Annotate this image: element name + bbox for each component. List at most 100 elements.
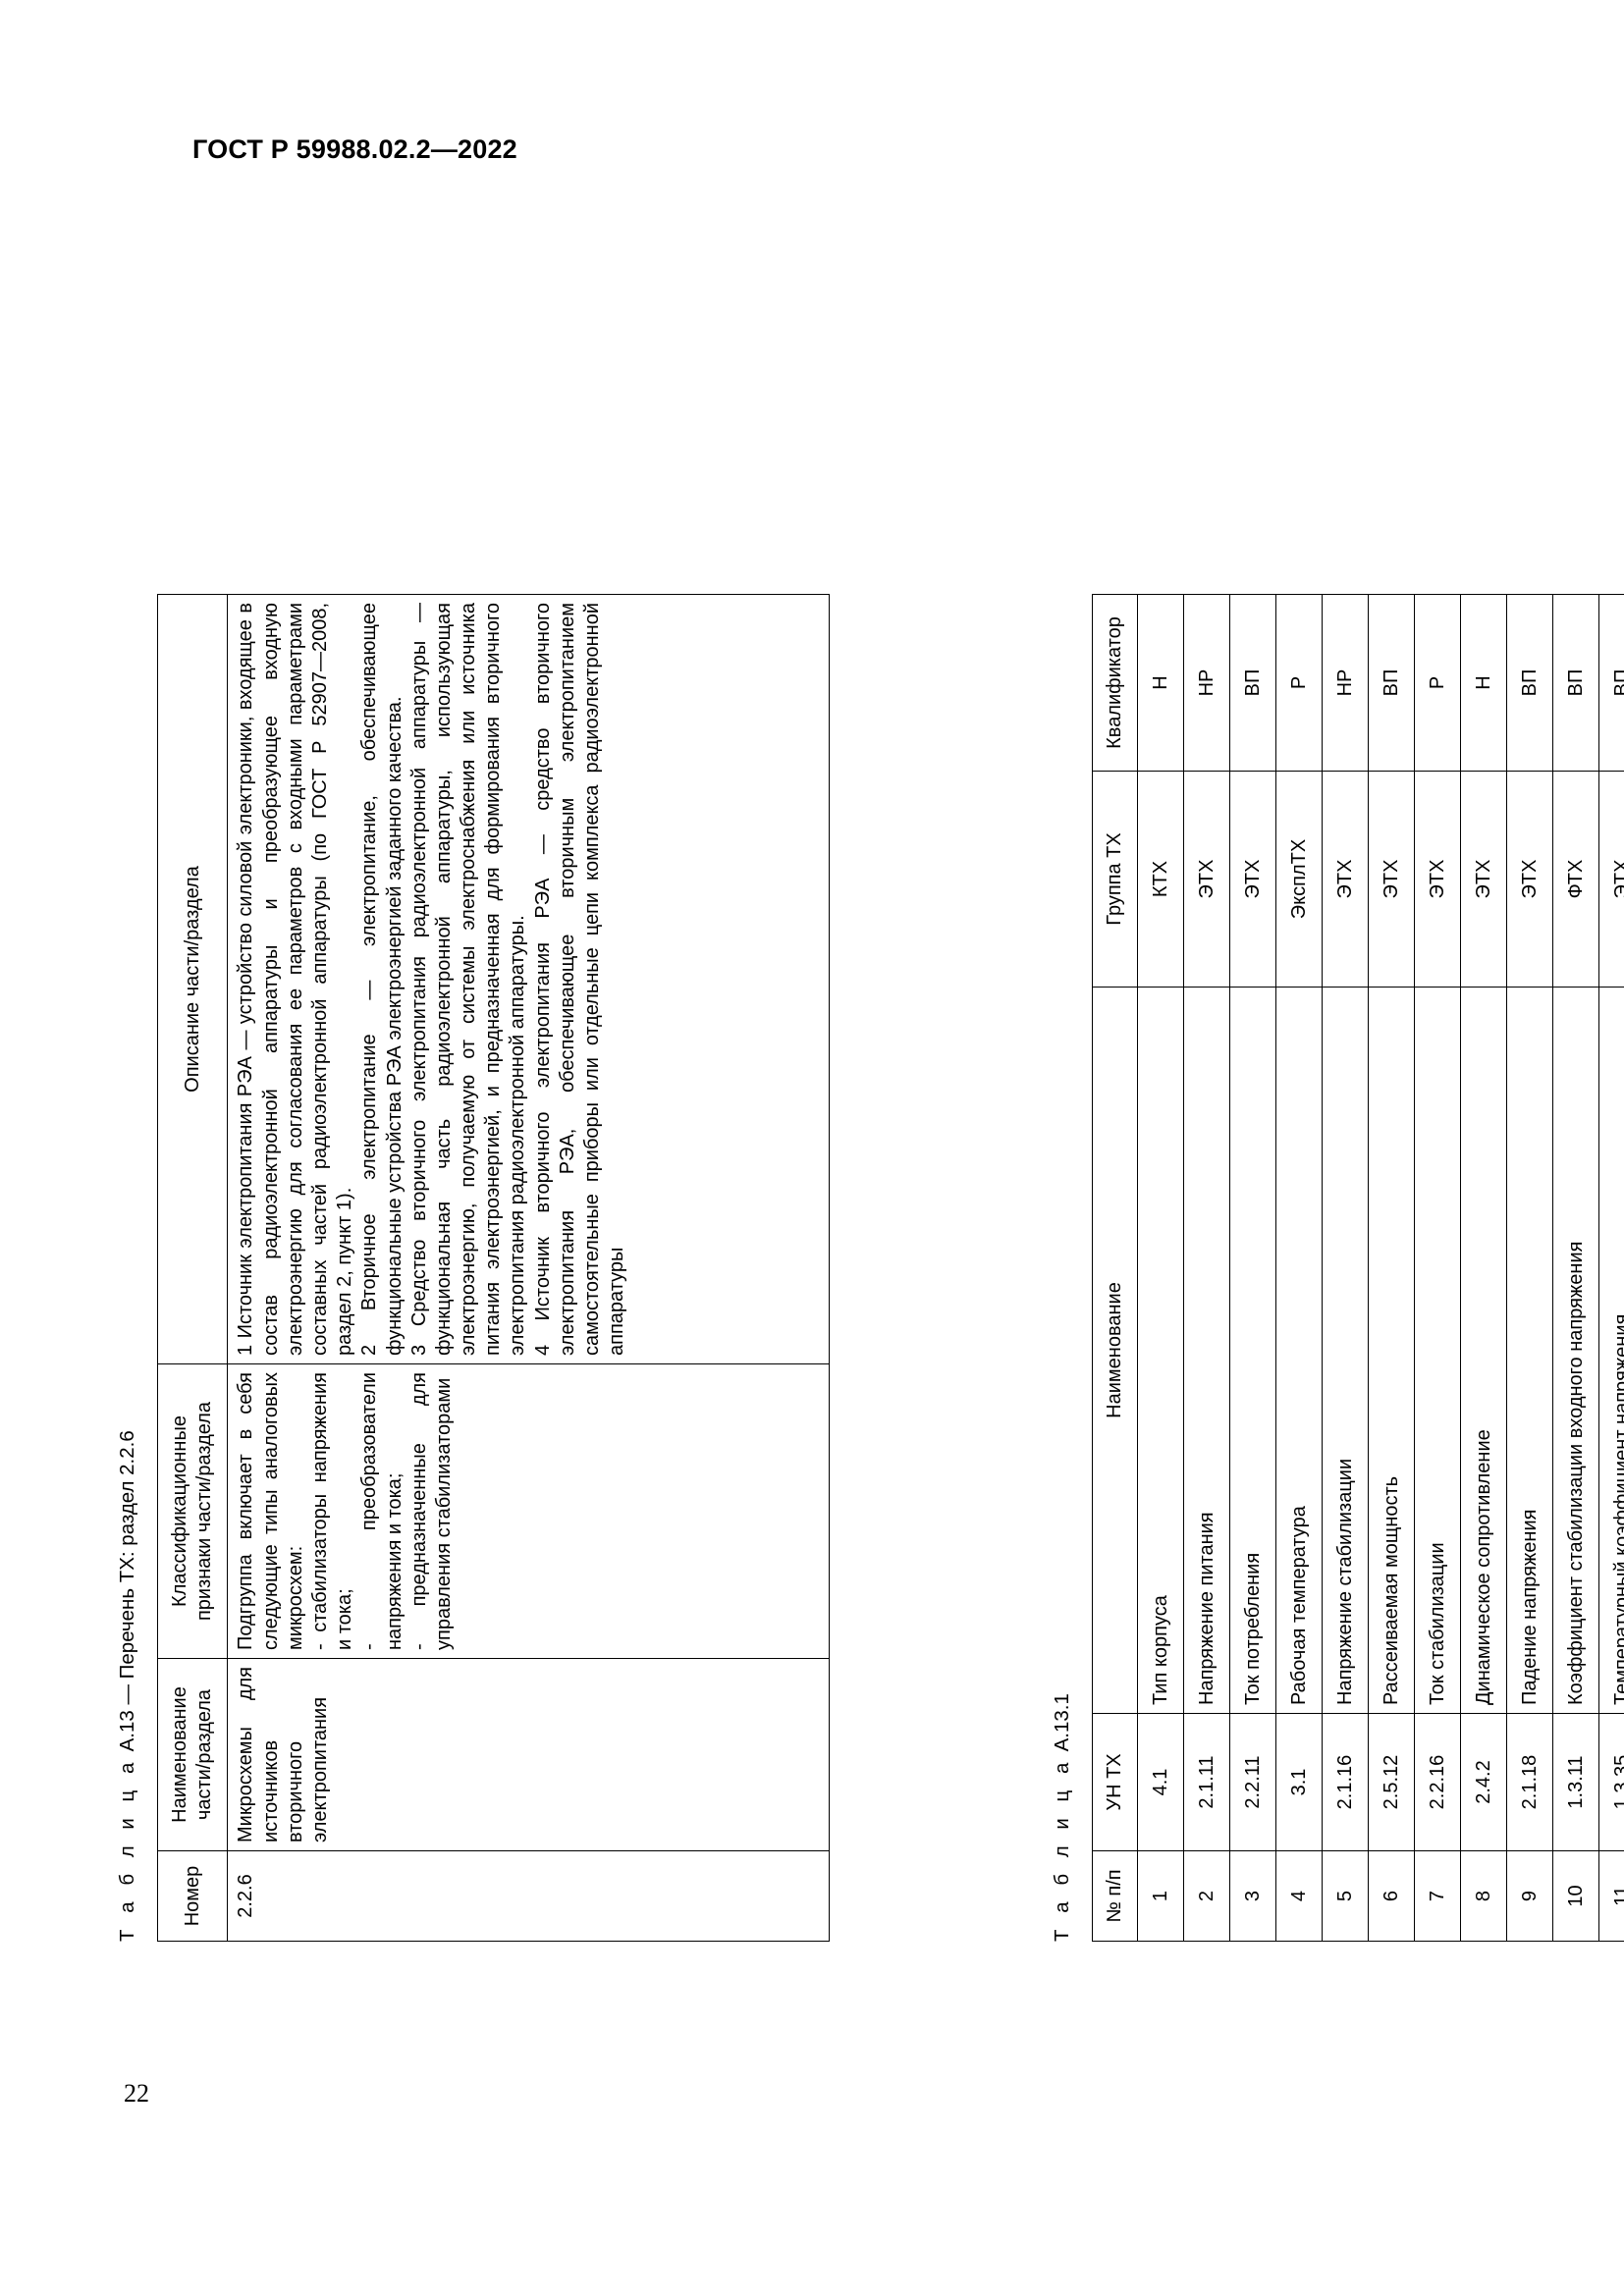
table-a131-cell-nm: Рабочая температура (1275, 987, 1323, 1714)
table-a131-cell-qual: ВП (1368, 594, 1415, 772)
table-a131: № п/п УН ТХ Наименование Группа ТХ Квалифика… (1092, 594, 1624, 1942)
table-a131-cell-idx: 2 (1183, 1850, 1230, 1942)
table-a131-wrapper: № п/п УН ТХ Наименование Группа ТХ Квалифика… (1092, 594, 1624, 1942)
table-a131-cell-qual: ВП (1229, 594, 1276, 772)
table-a131-cell-idx: 4 (1275, 1850, 1323, 1942)
table-a131-cell-nm: Рассеиваемая мощность (1368, 987, 1415, 1714)
table-row: 11 1.3.35 Температурный коэффициент напряж… (1598, 594, 1624, 1942)
table-a131-cell-idx: 1 (1137, 1850, 1184, 1942)
table-a131-cell-idx: 10 (1552, 1850, 1599, 1942)
table-row: 1 4.1 Тип корпуса КТХ Н (1137, 594, 1184, 1942)
table-a131-cell-grp: ЭТХ (1460, 771, 1507, 988)
running-head: ГОСТ Р 59988.02.2—2022 (192, 134, 517, 164)
table-a131-cell-un: 2.1.18 (1506, 1713, 1553, 1851)
table-a131-cell-nm: Коэффициент стабилизации входного напряж… (1552, 987, 1599, 1714)
table-a131-cell-qual: НР (1183, 594, 1230, 772)
table-a131-cell-idx: 3 (1229, 1850, 1276, 1942)
page-number: 22 (124, 2079, 149, 2108)
table-a131-cell-nm: Динамическое сопротивление (1460, 987, 1507, 1714)
table-a131-caption: Т а б л и ц а А.13.1 (1051, 1693, 1074, 1942)
table-row: 6 2.5.12 Рассеиваемая мощность ЭТХ ВП (1368, 594, 1415, 1942)
table-a131-cell-un: 2.2.11 (1229, 1713, 1276, 1851)
table-a131-cell-grp: ЭТХ (1368, 771, 1415, 988)
table-a13-cell-name: Микросхемы для источников вторичного эле… (227, 1658, 830, 1851)
table-a131-cell-idx: 5 (1322, 1850, 1369, 1942)
table-a131-cell-un: 4.1 (1137, 1713, 1184, 1851)
table-a131-cell-grp: ЭТХ (1183, 771, 1230, 988)
table-a13-caption-prefix: Т а б л и ц а (116, 1757, 138, 1942)
table-a13-description-paragraphs: 1 Источник электропитания РЭА — устройст… (234, 603, 629, 1356)
table-a131-cell-nm: Падение напряжения (1506, 987, 1553, 1714)
table-a131-cell-grp: ЭТХ (1414, 771, 1461, 988)
table-row: 4 3.1 Рабочая температура ЭксплТХ Р (1275, 594, 1323, 1942)
table-a131-cell-nm: Ток потребления (1229, 987, 1276, 1714)
table-a131-cell-grp: ЭТХ (1229, 771, 1276, 988)
table-row: 2 2.1.11 Напряжение питания ЭТХ НР (1183, 594, 1230, 1942)
table-a131-cell-un: 2.4.2 (1460, 1713, 1507, 1851)
table-row: 5 2.1.16 Напряжение стабилизации ЭТХ НР (1322, 594, 1369, 1942)
description-paragraph: 2 Вторичное электропитание — электропита… (358, 603, 406, 1356)
table-a131-col-1: УН ТХ (1092, 1713, 1138, 1851)
table-a131-cell-qual: Р (1275, 594, 1323, 772)
table-a131-col-3: Группа ТХ (1092, 771, 1138, 988)
table-a131-cell-nm: Тип корпуса (1137, 987, 1184, 1714)
table-a13-col-signs: Классификационные признаки части/раздела (157, 1363, 228, 1659)
table-a13-cell-signs: Подгруппа включает в себя следующие типы… (227, 1363, 830, 1659)
table-a13-cell-description: 1 Источник электропитания РЭА — устройст… (227, 594, 830, 1364)
table-a131-cell-nm: Температурный коэффициент напряжения (1598, 987, 1624, 1714)
table-a131-col-4: Квалификатор (1092, 594, 1138, 772)
table-a13-wrapper: Номер Наименование части/раздела Классиф… (157, 594, 830, 1942)
description-paragraph: 3 Средство вторичного электропитания рад… (407, 603, 529, 1356)
table-a131-header-row: № п/п УН ТХ Наименование Группа ТХ Квалифика… (1092, 594, 1138, 1942)
table-a131-cell-un: 2.5.12 (1368, 1713, 1415, 1851)
table-a131-cell-un: 3.1 (1275, 1713, 1323, 1851)
table-a13-col-number: Номер (157, 1850, 228, 1942)
table-row: 10 1.3.11 Коэффициент стабилизации входног… (1552, 594, 1599, 1942)
table-a131-cell-un: 2.1.16 (1322, 1713, 1369, 1851)
table-a131-cell-grp: ЭксплТХ (1275, 771, 1323, 988)
table-row: 9 2.1.18 Падение напряжения ЭТХ ВП (1506, 594, 1553, 1942)
table-a13-col-name: Наименование части/раздела (157, 1658, 228, 1851)
table-a131-cell-idx: 11 (1598, 1850, 1624, 1942)
table-row: 3 2.2.11 Ток потребления ЭТХ ВП (1229, 594, 1276, 1942)
table-a131-cell-grp: ЭТХ (1506, 771, 1553, 988)
table-a131-cell-grp: КТХ (1137, 771, 1184, 988)
table-a131-cell-qual: ВП (1506, 594, 1553, 772)
table-a131-cell-idx: 9 (1506, 1850, 1553, 1942)
table-a131-cell-grp: ЭТХ (1322, 771, 1369, 988)
table-row: 8 2.4.2 Динамическое сопротивление ЭТХ Н (1460, 594, 1507, 1942)
table-a131-cell-qual: ВП (1598, 594, 1624, 772)
table-a131-col-2: Наименование (1092, 987, 1138, 1714)
table-a131-cell-qual: ВП (1552, 594, 1599, 772)
table-row: 7 2.2.16 Ток стабилизации ЭТХ Р (1414, 594, 1461, 1942)
table-a131-cell-un: 2.2.16 (1414, 1713, 1461, 1851)
table-a131-cell-qual: Н (1460, 594, 1507, 772)
table-a131-caption-prefix: Т а б л и ц а (1051, 1757, 1073, 1942)
table-a131-cell-un: 1.3.35 (1598, 1713, 1624, 1851)
table-a131-cell-qual: НР (1322, 594, 1369, 772)
table-a131-cell-nm: Напряжение стабилизации (1322, 987, 1369, 1714)
table-a131-cell-grp: ЭТХ (1598, 771, 1624, 988)
table-a131-cell-grp: ФТХ (1552, 771, 1599, 988)
table-a131-body: 1 4.1 Тип корпуса КТХ Н 2 2.1.11 Напряжение пит… (1137, 594, 1624, 1942)
table-a13-caption: Т а б л и ц а А.13 — Перечень ТХ: раздел… (116, 1430, 139, 1942)
table-a131-cell-un: 1.3.11 (1552, 1713, 1599, 1851)
table-a131-cell-idx: 7 (1414, 1850, 1461, 1942)
table-a13: Номер Наименование части/раздела Классиф… (157, 594, 830, 1942)
table-a131-cell-idx: 6 (1368, 1850, 1415, 1942)
table-a13-caption-rest: А.13 — Перечень ТХ: раздел 2.2.6 (116, 1430, 138, 1752)
table-a131-cell-un: 2.1.11 (1183, 1713, 1230, 1851)
table-a131-cell-nm: Ток стабилизации (1414, 987, 1461, 1714)
landscape-content-area: Т а б л и ц а А.13 — Перечень ТХ: раздел… (116, 594, 1624, 1942)
table-a131-col-0: № п/п (1092, 1850, 1138, 1942)
table-a131-cell-nm: Напряжение питания (1183, 987, 1230, 1714)
table-a131-caption-rest: А.13.1 (1051, 1693, 1073, 1752)
table-a13-col-description: Описание части/раздела (157, 594, 228, 1364)
table-a131-cell-qual: Р (1414, 594, 1461, 772)
table-a131-cell-qual: Н (1137, 594, 1184, 772)
table-a13-cell-number: 2.2.6 (227, 1850, 830, 1942)
table-a131-cell-idx: 8 (1460, 1850, 1507, 1942)
description-paragraph: 4 Источник вторичного электропитания РЭА… (531, 603, 628, 1356)
description-paragraph: 1 Источник электропитания РЭА — устройст… (235, 603, 356, 1356)
